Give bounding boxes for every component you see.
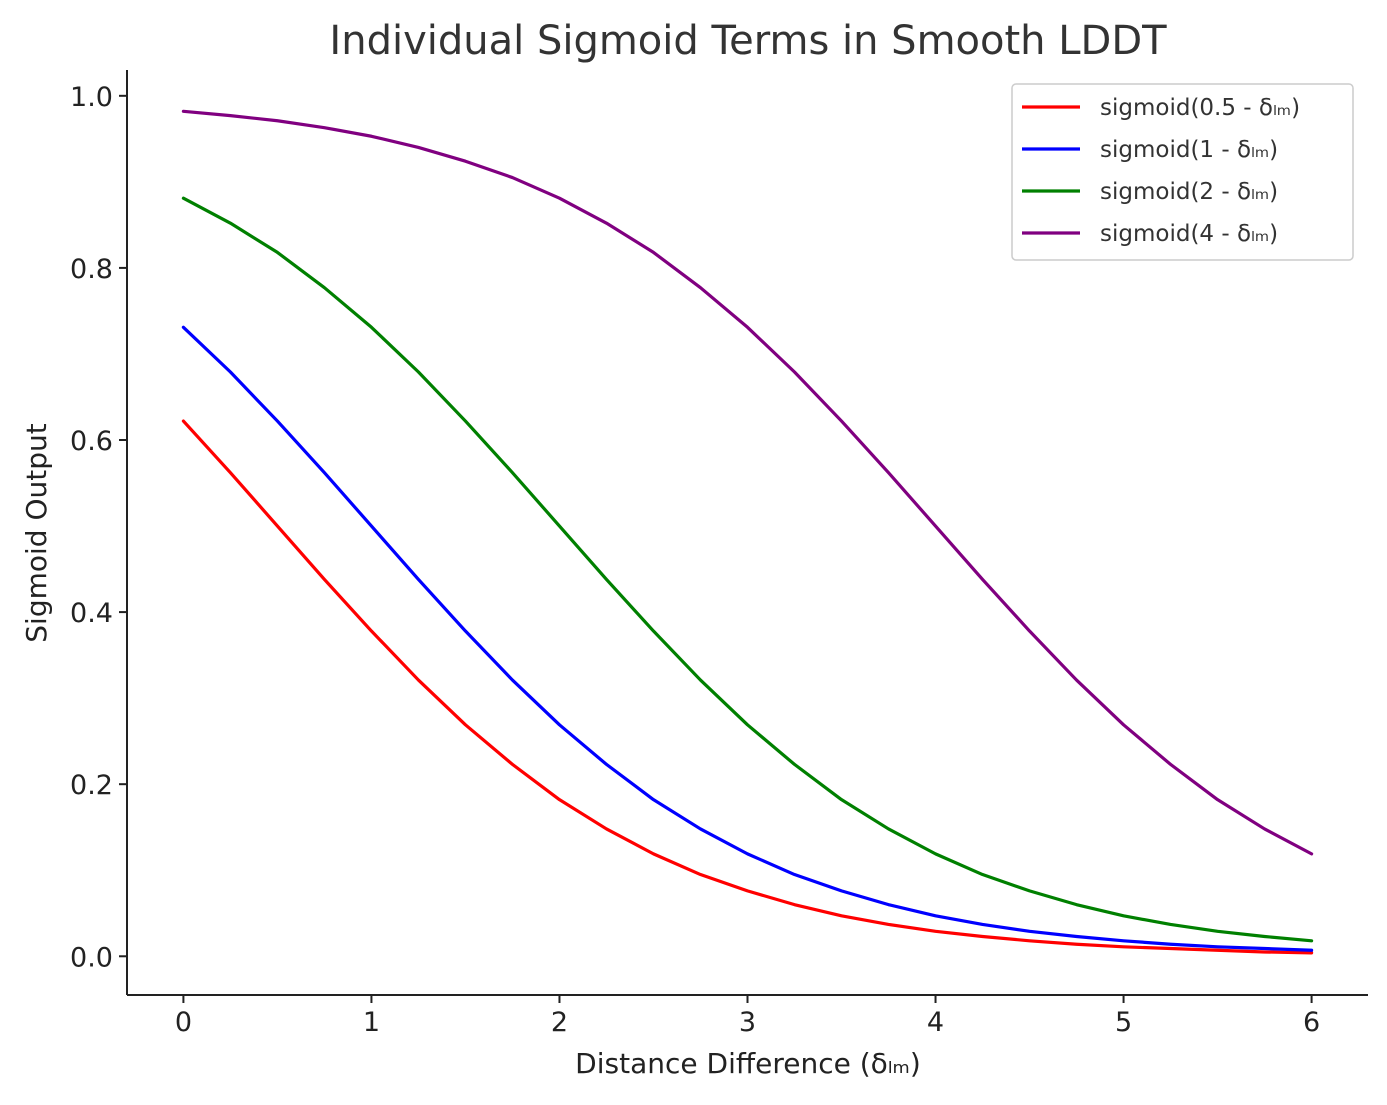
y-tick-label: 1.0 (70, 82, 113, 113)
x-axis-ticks: 0 1 2 3 4 5 6 (175, 995, 1320, 1038)
legend-item: sigmoid(4 - δₗₘ) (1022, 221, 1278, 247)
series-line-3 (181, 196, 1314, 943)
legend-item: sigmoid(2 - δₗₘ) (1022, 179, 1278, 205)
y-axis-ticks: 0.0 0.2 0.4 0.6 0.8 1.0 (70, 82, 127, 973)
x-axis-label: Distance Difference (δₗₘ) (575, 1047, 921, 1080)
series-line-1 (181, 419, 1314, 955)
legend-label: sigmoid(1 - δₗₘ) (1100, 137, 1278, 163)
y-tick-label: 0.0 (70, 942, 113, 973)
legend-label: sigmoid(2 - δₗₘ) (1100, 179, 1278, 205)
legend-items: sigmoid(0.5 - δₗₘ) sigmoid(1 - δₗₘ) sigmoi… (1022, 95, 1300, 247)
chart-title: Individual Sigmoid Terms in Smooth LDDT (329, 18, 1167, 64)
legend-frame (1011, 83, 1354, 261)
x-tick-label: 6 (1303, 1007, 1320, 1038)
x-tick-label: 4 (927, 1007, 944, 1038)
legend-item: sigmoid(1 - δₗₘ) (1022, 137, 1278, 163)
x-tick-label: 3 (739, 1007, 756, 1038)
y-axis-label: Sigmoid Output (20, 423, 53, 642)
x-tick-label: 0 (175, 1007, 192, 1038)
series-layer (181, 109, 1314, 955)
legend-item: sigmoid(0.5 - δₗₘ) (1022, 95, 1300, 121)
y-tick-label: 0.4 (70, 598, 113, 629)
y-tick-label: 0.8 (70, 254, 113, 285)
y-tick-label: 0.2 (70, 770, 113, 801)
series-line-4 (181, 109, 1314, 856)
legend: sigmoid(0.5 - δₗₘ) sigmoid(1 - δₗₘ) sigmoi… (1011, 83, 1354, 261)
y-tick-label: 0.6 (70, 426, 113, 457)
x-tick-label: 1 (363, 1007, 380, 1038)
series-line-2 (181, 325, 1314, 952)
legend-label: sigmoid(0.5 - δₗₘ) (1100, 95, 1300, 121)
x-tick-label: 2 (551, 1007, 568, 1038)
x-tick-label: 5 (1115, 1007, 1132, 1038)
legend-label: sigmoid(4 - δₗₘ) (1100, 221, 1278, 247)
plot-area: 0 1 2 3 4 5 6 0.0 0.2 0.4 0.6 0.8 1.0 (70, 70, 1368, 1038)
